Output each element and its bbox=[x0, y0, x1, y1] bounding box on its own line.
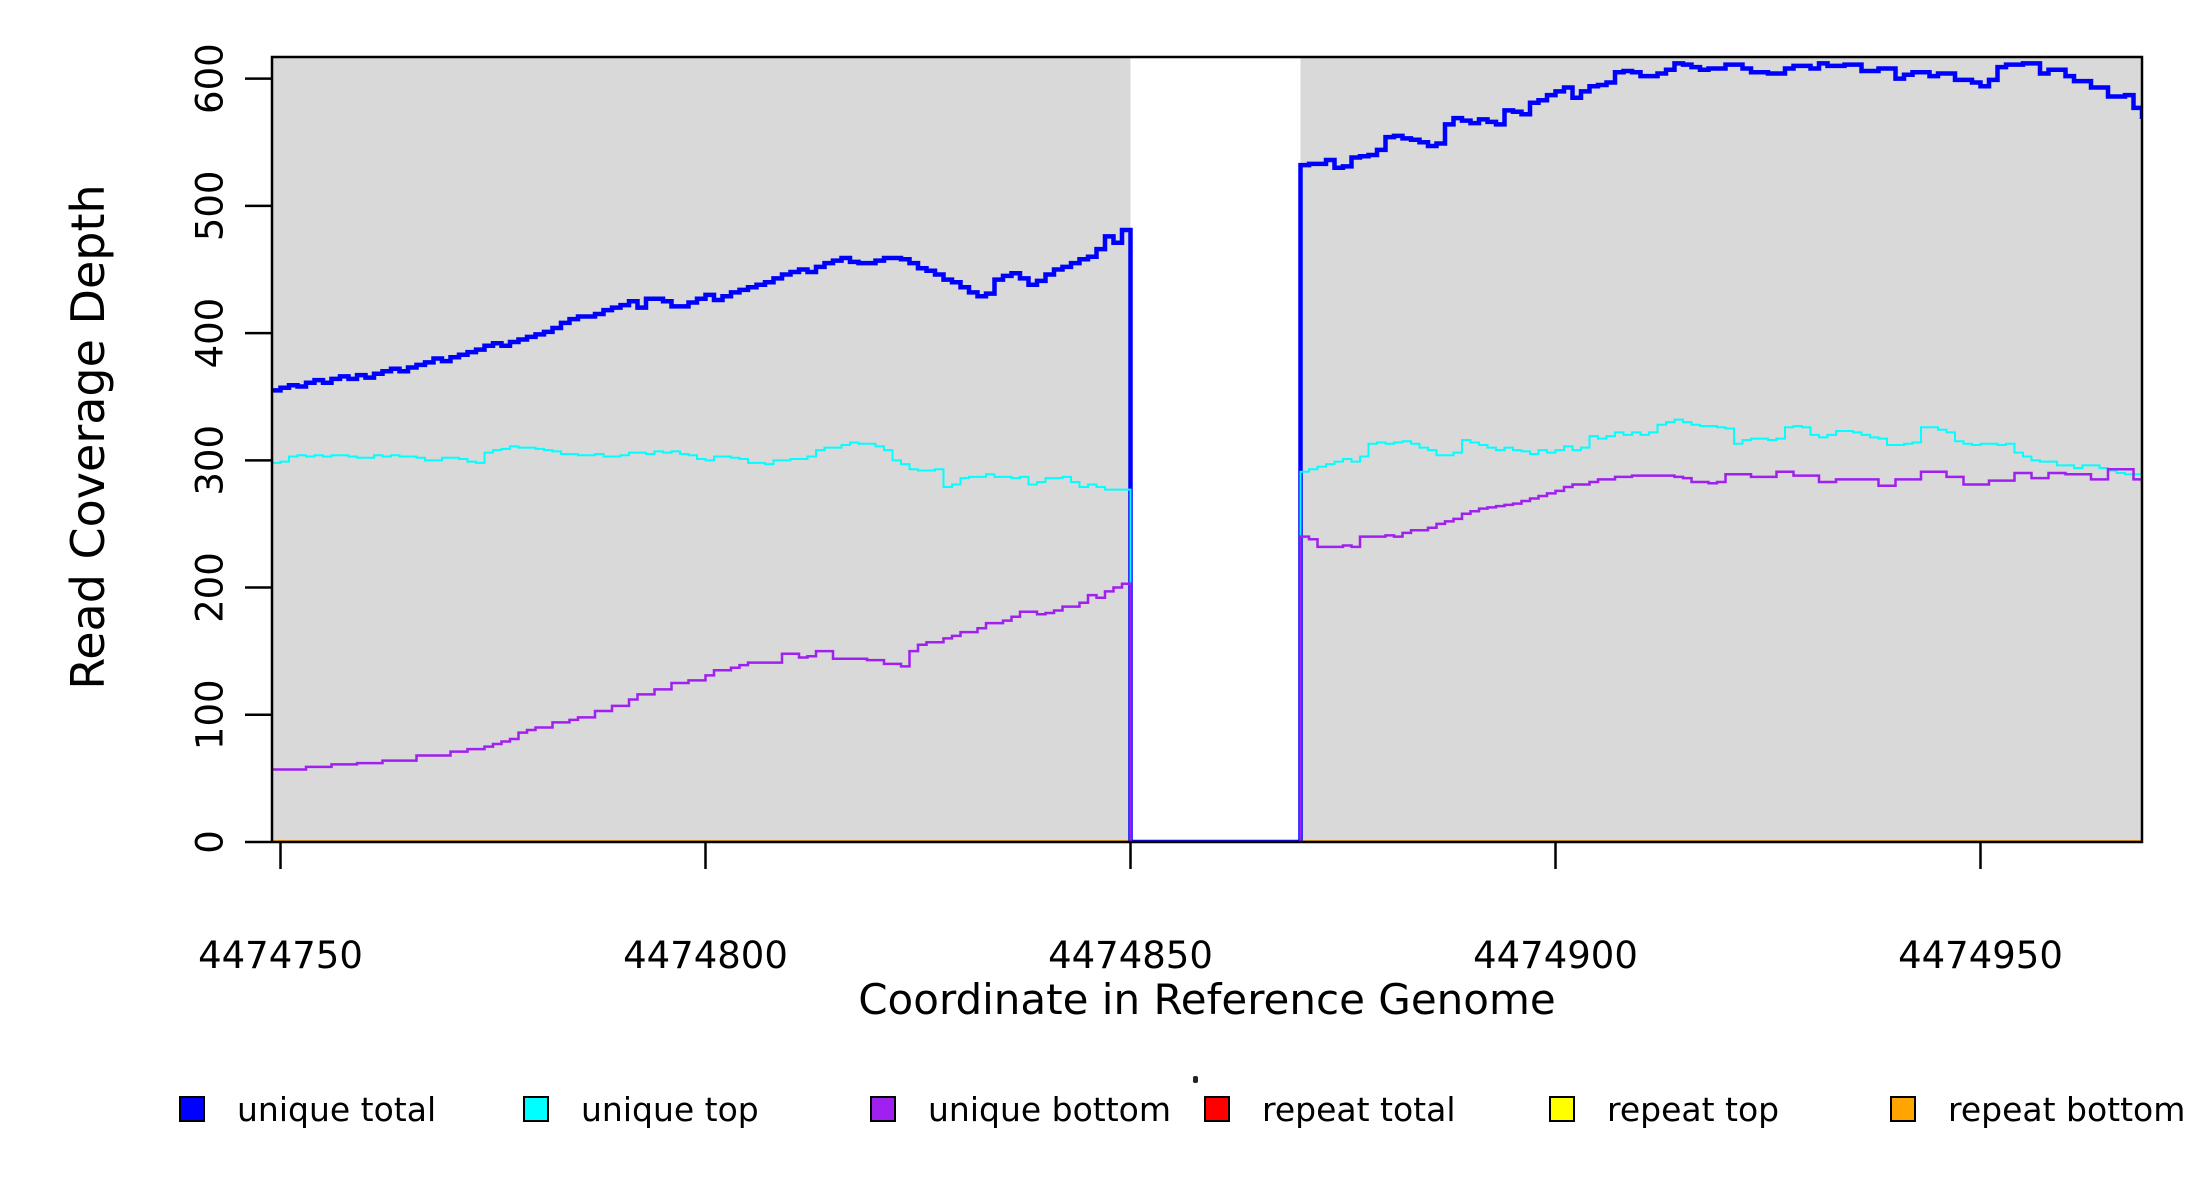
y-tick-label: 0 bbox=[189, 830, 232, 854]
x-tick-label: 4474900 bbox=[1473, 934, 1638, 977]
y-tick-label: 100 bbox=[189, 679, 232, 750]
plot-border bbox=[270, 55, 2144, 844]
legend-label: repeat top bbox=[1607, 1089, 1780, 1129]
x-tick-label: 4474750 bbox=[198, 934, 363, 977]
x-tick-label: 4474850 bbox=[1048, 934, 1213, 977]
plot-background bbox=[272, 57, 2142, 842]
legend-label: repeat bottom bbox=[1948, 1089, 2186, 1129]
y-axis-title: Read Coverage Depth bbox=[61, 184, 115, 690]
legend-item-unique-total: unique total bbox=[179, 1089, 437, 1129]
legend-label: unique total bbox=[237, 1089, 437, 1129]
legend-artifact-dot bbox=[1193, 1076, 1198, 1083]
legend-swatch-unique-bottom bbox=[870, 1096, 896, 1122]
y-tick-label: 600 bbox=[189, 43, 232, 114]
legend-label: unique top bbox=[581, 1089, 759, 1129]
series-line-unique-total bbox=[272, 61, 2142, 842]
y-tick-label: 500 bbox=[189, 171, 232, 242]
legend-item-repeat-bottom: repeat bottom bbox=[1890, 1089, 2186, 1129]
y-tick-label: 400 bbox=[189, 298, 232, 369]
legend-label: repeat total bbox=[1262, 1089, 1456, 1129]
legend-item-repeat-total: repeat total bbox=[1204, 1089, 1456, 1129]
y-tick-label: 300 bbox=[189, 425, 232, 496]
zero-coverage-gap bbox=[1130, 57, 1301, 842]
legend-item-repeat-top: repeat top bbox=[1549, 1089, 1780, 1129]
legend-swatch-unique-total bbox=[179, 1096, 205, 1122]
y-tick-label: 200 bbox=[189, 552, 232, 623]
axes: 4474750 4474800 4474850 4474900 4474950 0 100 2… bbox=[189, 43, 2144, 977]
x-axis-title: Coordinate in Reference Genome bbox=[858, 975, 1556, 1024]
legend-swatch-unique-top bbox=[523, 1096, 549, 1122]
legend-item-unique-top: unique top bbox=[523, 1089, 759, 1129]
legend-item-unique-bottom: unique bottom bbox=[870, 1089, 1172, 1129]
x-tick-label: 4474800 bbox=[623, 934, 788, 977]
x-tick-label: 4474950 bbox=[1898, 934, 2063, 977]
legend-swatch-repeat-bottom bbox=[1890, 1096, 1916, 1122]
legend-label: unique bottom bbox=[928, 1089, 1172, 1129]
series-line-unique-bottom bbox=[272, 467, 2142, 842]
legend-swatch-repeat-top bbox=[1549, 1096, 1575, 1122]
series-lines bbox=[272, 61, 2142, 842]
legend-swatch-repeat-total bbox=[1204, 1096, 1230, 1122]
series-line-unique-top bbox=[272, 418, 2142, 842]
